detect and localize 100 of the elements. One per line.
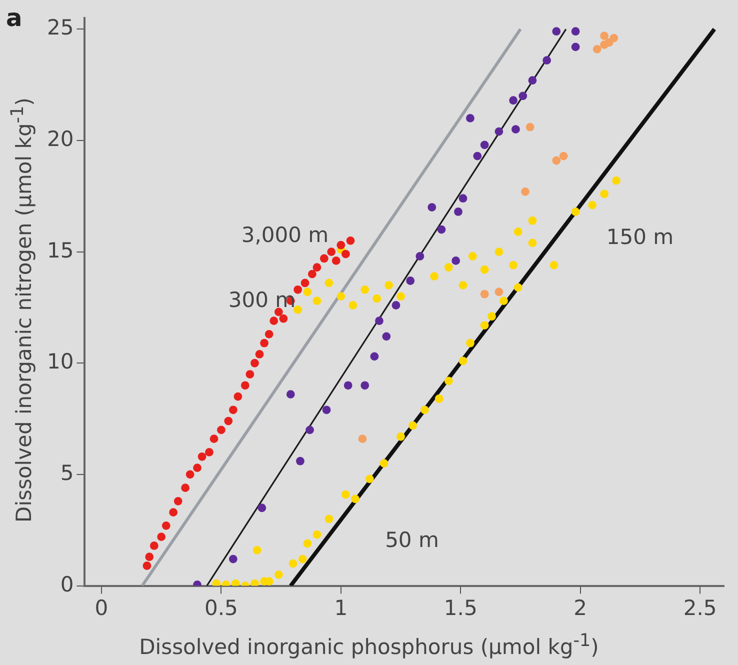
point <box>360 381 370 390</box>
point <box>592 44 602 54</box>
point <box>252 546 262 554</box>
point <box>612 176 620 185</box>
point <box>466 338 474 348</box>
point <box>514 283 522 292</box>
point <box>571 27 580 36</box>
point <box>468 252 477 260</box>
point <box>444 263 453 272</box>
annotation: 150 m <box>606 225 674 249</box>
point <box>198 452 206 461</box>
point <box>264 330 274 338</box>
point <box>320 254 328 263</box>
point <box>494 248 504 256</box>
point <box>150 542 158 550</box>
point <box>434 394 444 403</box>
point <box>430 272 438 280</box>
point <box>500 296 508 305</box>
point <box>142 562 152 570</box>
point <box>300 278 310 288</box>
point <box>322 406 331 414</box>
point <box>210 434 218 444</box>
point <box>360 285 370 294</box>
point <box>250 579 259 586</box>
y-tick-label: 15 <box>46 238 74 262</box>
point <box>408 421 417 430</box>
point <box>488 312 496 321</box>
point <box>294 305 302 314</box>
point <box>174 496 182 506</box>
point <box>145 552 154 562</box>
point <box>324 514 334 524</box>
point <box>351 494 360 504</box>
point <box>528 216 537 225</box>
point <box>294 285 302 294</box>
point <box>258 504 266 512</box>
point <box>303 539 312 548</box>
point <box>157 532 166 542</box>
point <box>162 521 170 530</box>
point <box>528 76 537 85</box>
x-tick-label: 1.5 <box>444 596 478 620</box>
point <box>428 203 436 212</box>
point <box>246 370 254 378</box>
point <box>342 250 350 258</box>
point <box>296 456 304 466</box>
point <box>514 228 522 236</box>
point <box>336 240 346 250</box>
point <box>288 559 298 568</box>
point <box>327 248 336 256</box>
point <box>298 554 307 564</box>
annotation: 300 m <box>228 288 296 312</box>
point <box>228 406 238 414</box>
point <box>205 448 214 456</box>
point <box>342 490 350 499</box>
point <box>600 40 608 49</box>
point <box>509 260 518 270</box>
x-tick-label: 2.5 <box>683 596 717 620</box>
point <box>336 292 346 301</box>
point <box>240 381 250 390</box>
point <box>454 208 462 216</box>
point <box>571 208 580 216</box>
point <box>480 321 489 330</box>
point <box>324 278 334 288</box>
y-tick-label: 20 <box>46 126 74 151</box>
point <box>332 256 340 265</box>
point <box>509 96 518 105</box>
y-tick-label: 10 <box>46 350 74 374</box>
point <box>260 338 268 348</box>
point <box>228 554 238 564</box>
point <box>365 474 374 484</box>
point <box>286 390 295 399</box>
point <box>392 301 400 310</box>
annotation: 50 m <box>385 528 439 552</box>
point <box>303 288 312 296</box>
point <box>588 200 597 210</box>
point <box>458 281 468 290</box>
y-tick-label: 0 <box>60 572 74 596</box>
point <box>480 290 489 298</box>
x-axis-title: Dissolved inorganic phosphorus (µmol kg$^{-1}$) <box>138 631 600 659</box>
x-tick-label: 2 <box>574 596 588 620</box>
point <box>473 152 482 160</box>
point <box>234 392 242 401</box>
x-tick-label: 0.5 <box>204 596 238 620</box>
point <box>344 381 352 390</box>
point <box>552 156 561 165</box>
point <box>255 350 264 358</box>
point <box>494 127 504 136</box>
point <box>312 296 322 305</box>
text: a <box>6 4 22 32</box>
point <box>312 530 322 539</box>
point <box>231 579 240 586</box>
x-tick-label: 1 <box>334 596 348 620</box>
point <box>348 301 358 310</box>
point <box>480 265 489 274</box>
point <box>216 426 226 434</box>
point <box>420 406 429 414</box>
point <box>396 432 405 441</box>
point <box>250 358 259 368</box>
point <box>406 276 415 285</box>
point <box>437 225 446 234</box>
point <box>444 376 453 386</box>
